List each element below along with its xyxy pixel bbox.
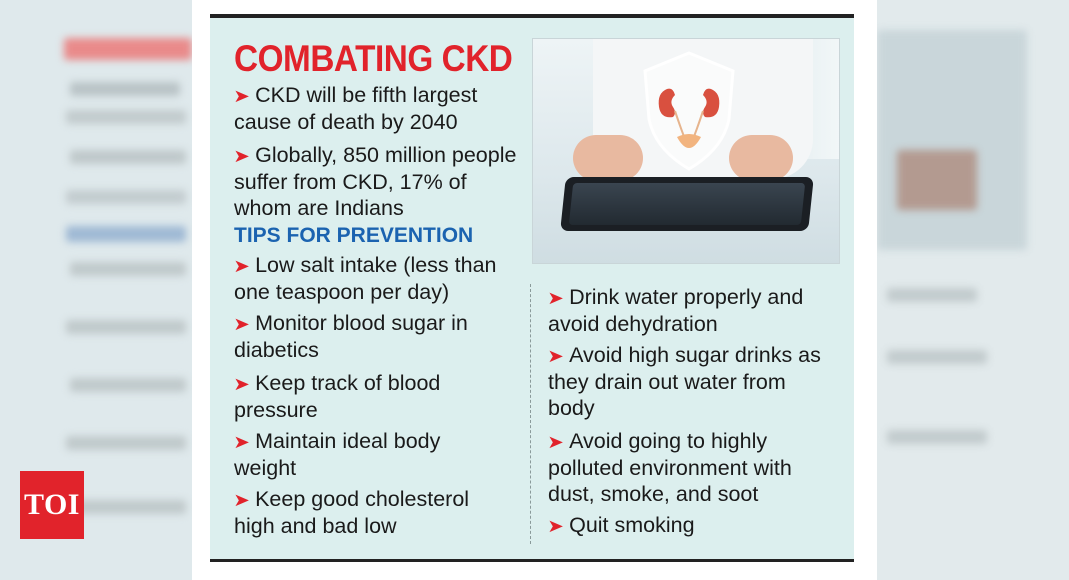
infographic-card: COMBATING CKD ➤ CKD will be fifth largest… (192, 0, 877, 580)
arrow-icon: ➤ (233, 86, 250, 106)
tip-item: ➤ Low salt intake (less than one teaspoon… (233, 253, 497, 304)
column-divider (530, 284, 531, 544)
tip-item: ➤ Quit smoking (547, 513, 695, 537)
arrow-icon: ➤ (547, 516, 564, 536)
infographic-title: COMBATING CKD (234, 38, 513, 79)
tip-item: ➤ Avoid going to highly polluted environm… (547, 429, 792, 506)
arrow-icon: ➤ (233, 256, 250, 276)
arrow-icon: ➤ (233, 490, 250, 510)
tip-item: ➤ Drink water properly and avoid dehydrat… (547, 285, 804, 336)
tip-item: ➤ Maintain ideal body weight (233, 429, 441, 480)
blurred-background-right (877, 0, 1069, 580)
fact-item: ➤ Globally, 850 million people suffer fro… (233, 143, 517, 220)
arrow-icon: ➤ (547, 346, 564, 366)
arrow-icon: ➤ (233, 374, 250, 394)
arrow-icon: ➤ (233, 146, 250, 166)
arrow-icon: ➤ (233, 432, 250, 452)
tips-heading: TIPS FOR PREVENTION (234, 224, 474, 247)
kidney-tablet-illustration (532, 38, 840, 264)
arrow-icon: ➤ (547, 432, 564, 452)
tip-item: ➤ Keep track of blood pressure (233, 371, 441, 422)
arrow-icon: ➤ (233, 314, 250, 334)
arrow-icon: ➤ (547, 288, 564, 308)
tip-item: ➤ Monitor blood sugar in diabetics (233, 311, 468, 362)
tip-item: ➤ Keep good cholesterol high and bad low (233, 487, 470, 538)
fact-item: ➤ CKD will be fifth largest cause of deat… (233, 83, 478, 134)
toi-logo: TOI (20, 471, 84, 539)
kidney-shield-icon (643, 51, 735, 171)
tip-item: ➤ Avoid high sugar drinks as they drain o… (547, 343, 821, 420)
infographic-panel: COMBATING CKD ➤ CKD will be fifth largest… (210, 14, 854, 562)
